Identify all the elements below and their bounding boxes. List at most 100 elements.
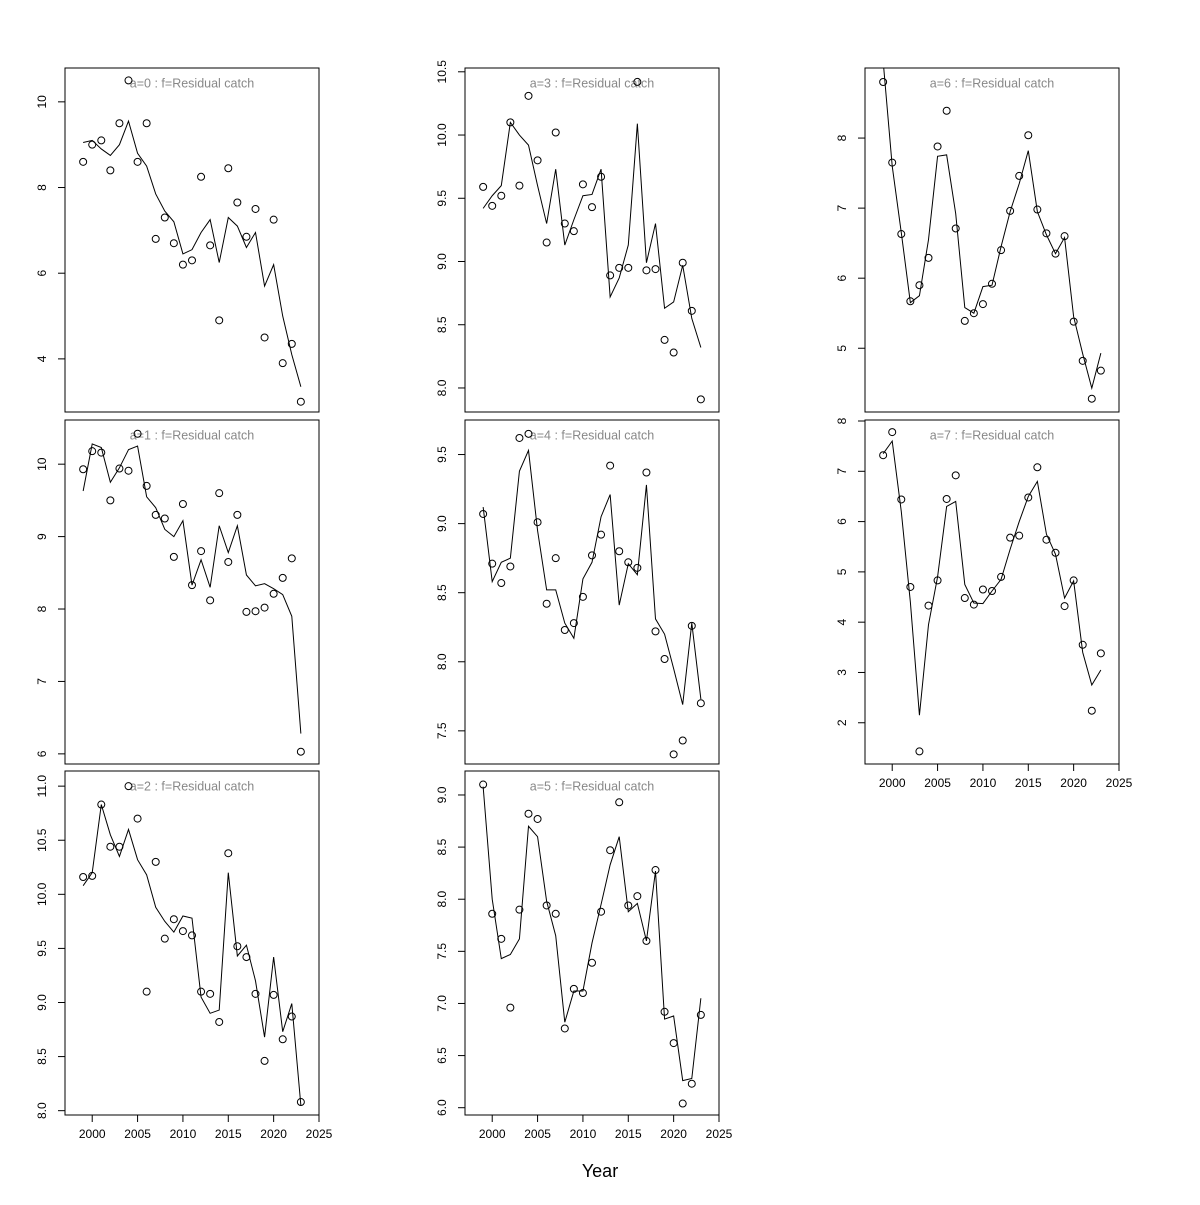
- point: [678, 736, 687, 745]
- point: [942, 106, 951, 115]
- point: [224, 557, 233, 566]
- x-tick-label: 2010: [970, 776, 997, 790]
- plot-area: [879, 68, 1105, 403]
- point: [488, 201, 497, 210]
- y-tick-label: 11.0: [35, 775, 49, 798]
- point: [1006, 206, 1015, 215]
- point: [497, 191, 506, 200]
- point: [178, 927, 187, 936]
- point: [879, 78, 888, 87]
- point: [124, 782, 133, 791]
- fitted-line: [882, 439, 1102, 716]
- point: [924, 601, 933, 610]
- plot-area: [479, 77, 705, 404]
- point: [1024, 131, 1033, 140]
- point: [106, 166, 115, 175]
- point: [296, 1098, 305, 1107]
- y-tick-label: 5: [835, 345, 849, 352]
- point: [960, 594, 969, 603]
- point: [1033, 205, 1042, 214]
- point: [106, 842, 115, 851]
- y-tick-label: 5: [835, 568, 849, 575]
- point: [79, 873, 88, 882]
- point: [651, 265, 660, 274]
- point: [269, 589, 278, 598]
- point: [251, 989, 260, 998]
- y-tick-label: 8.0: [435, 653, 449, 670]
- point: [1060, 602, 1069, 611]
- point: [969, 309, 978, 318]
- point: [542, 238, 551, 247]
- fitted-line: [82, 443, 302, 734]
- point: [479, 182, 488, 191]
- panel-title: a=0 : f=Residual catch: [130, 76, 254, 90]
- point: [915, 747, 924, 756]
- point: [88, 140, 97, 149]
- point: [1096, 366, 1105, 375]
- point: [615, 798, 624, 807]
- point: [615, 547, 624, 556]
- point: [606, 846, 615, 855]
- y-tick-label: 7.5: [435, 722, 449, 739]
- point: [224, 849, 233, 858]
- point: [79, 157, 88, 166]
- point: [597, 530, 606, 539]
- point: [588, 203, 596, 212]
- plot-area: [79, 782, 305, 1107]
- point: [924, 253, 933, 262]
- x-tick-label: 2020: [1060, 776, 1087, 790]
- point: [97, 136, 106, 145]
- point: [1078, 640, 1087, 649]
- point: [696, 699, 705, 708]
- point: [115, 119, 124, 128]
- point: [969, 600, 978, 609]
- point: [551, 554, 560, 563]
- point: [678, 1099, 687, 1108]
- plot-area: [879, 428, 1105, 756]
- panel-title: a=4 : f=Residual catch: [530, 428, 654, 442]
- point: [197, 547, 206, 556]
- y-tick-label: 6: [35, 750, 49, 757]
- point: [569, 227, 578, 236]
- point: [197, 172, 206, 181]
- y-tick-label: 8.5: [35, 1048, 49, 1065]
- panel-frame: [464, 419, 720, 765]
- point: [1069, 317, 1078, 326]
- panel-frame: [464, 770, 720, 1116]
- point: [988, 586, 996, 595]
- panel: a=0 : f=Residual catch 4 6 8 10: [35, 67, 320, 413]
- point: [142, 119, 151, 128]
- panel-frame: [64, 770, 320, 1116]
- plot-area: [79, 76, 305, 406]
- point: [942, 494, 951, 503]
- point: [906, 297, 915, 306]
- x-tick-label: 2025: [706, 1127, 733, 1141]
- point: [160, 934, 169, 943]
- point: [124, 76, 133, 85]
- x-tick-label: 2005: [924, 776, 951, 790]
- point: [533, 814, 542, 823]
- y-tick-label: 10.5: [435, 60, 449, 84]
- point: [651, 627, 660, 636]
- y-tick-label: 8: [835, 134, 849, 141]
- y-tick-label: 8: [835, 417, 849, 424]
- point: [296, 397, 305, 406]
- point: [642, 266, 651, 275]
- panel-frame: [64, 419, 320, 765]
- fitted-line: [482, 121, 702, 348]
- point: [578, 592, 587, 601]
- point: [133, 157, 142, 166]
- x-tick-label: 2000: [79, 1127, 106, 1141]
- point: [560, 219, 569, 228]
- x-tick-label: 2005: [524, 1127, 551, 1141]
- point: [524, 91, 533, 100]
- point: [560, 625, 569, 634]
- point: [260, 603, 269, 612]
- y-tick-label: 4: [35, 355, 49, 362]
- point: [687, 621, 696, 630]
- point: [178, 500, 187, 509]
- y-tick-label: 3: [835, 669, 849, 676]
- y-tick-label: 8: [35, 605, 49, 612]
